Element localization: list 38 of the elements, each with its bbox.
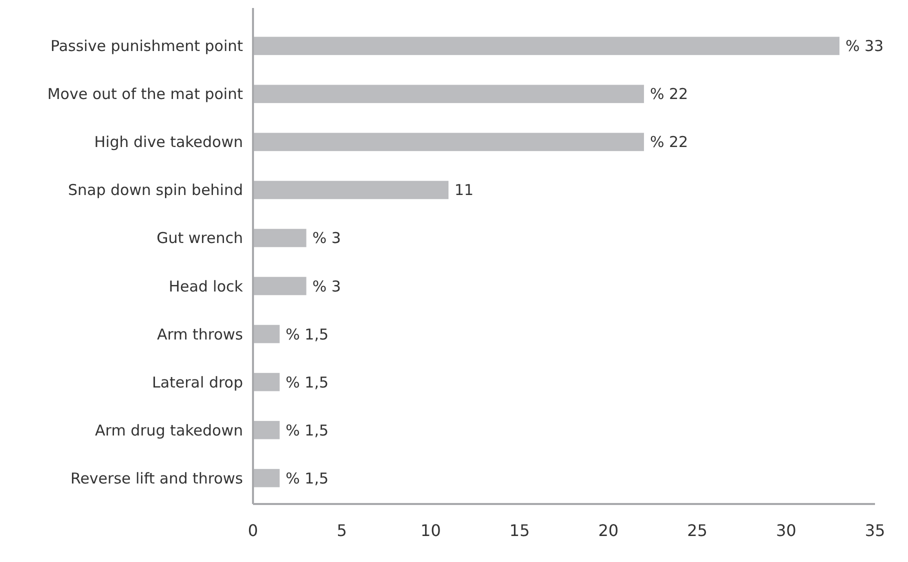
x-tick-label: 20 [598,521,619,540]
y-tick-label: High dive takedown [94,133,243,152]
bar [253,36,840,56]
y-tick-label: Passive punishment point [50,37,244,56]
bar [253,468,280,488]
x-tick-label: 5 [336,521,347,540]
y-tick-label: Arm throws [156,325,244,344]
y-tick-label: Lateral drop [152,373,243,392]
data-label: % 33 [845,37,884,56]
x-tick-label: 35 [864,521,886,540]
x-tick-label: 10 [420,521,441,540]
bar [253,420,280,440]
y-tick-label: Head lock [168,277,244,296]
bar [253,324,280,344]
y-tick-label: Move out of the mat point [47,85,244,104]
x-tick-label: 0 [248,521,258,540]
data-label: % 1,5 [286,421,329,440]
data-label: % 1,5 [286,469,329,488]
bar [253,276,306,296]
bar [253,372,280,392]
bar [253,228,306,248]
bar [253,84,644,104]
x-tick-label: 15 [509,521,530,540]
bar [253,180,448,200]
bar [253,132,644,152]
y-tick-label: Gut wrench [156,229,243,248]
data-label: % 3 [312,277,341,296]
data-label: % 22 [650,85,688,104]
y-tick-label: Arm drug takedown [95,421,243,440]
data-label: % 3 [312,229,341,248]
data-label: % 22 [650,133,688,152]
y-tick-label: Snap down spin behind [68,181,243,200]
x-tick-label: 25 [687,521,708,540]
data-label: % 1,5 [286,373,329,392]
x-tick-label: 30 [776,521,796,540]
data-label: % 1,5 [286,325,329,344]
data-label: 11 [454,181,474,200]
y-tick-label: Reverse lift and throws [70,469,244,488]
